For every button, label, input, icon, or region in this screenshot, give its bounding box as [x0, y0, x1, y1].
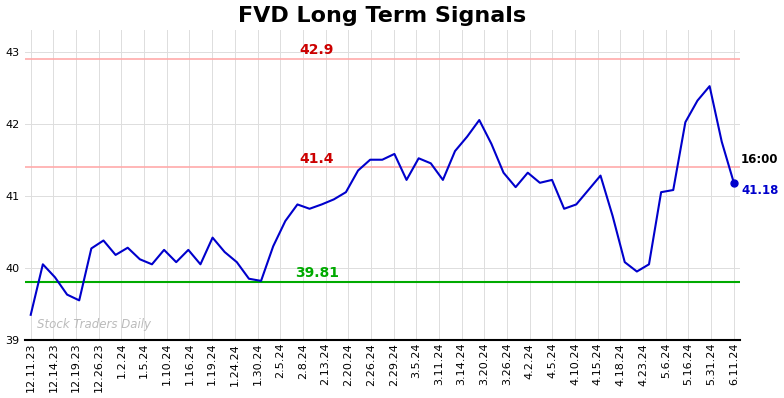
Text: 41.18: 41.18 [741, 183, 779, 197]
Text: Stock Traders Daily: Stock Traders Daily [37, 318, 151, 332]
Text: 39.81: 39.81 [295, 265, 339, 279]
Text: 41.4: 41.4 [299, 152, 334, 166]
Title: FVD Long Term Signals: FVD Long Term Signals [238, 6, 526, 25]
Text: 42.9: 42.9 [299, 43, 334, 57]
Text: 16:00: 16:00 [741, 153, 779, 166]
